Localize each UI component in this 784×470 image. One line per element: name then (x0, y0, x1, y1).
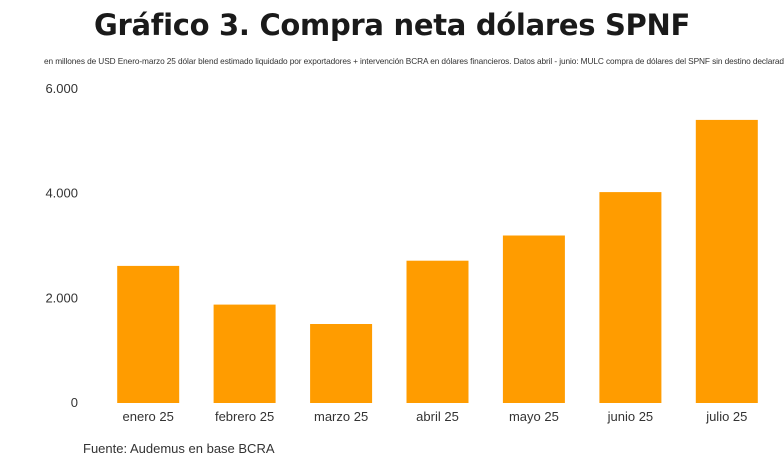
bar-enero-25 (117, 265, 180, 403)
y-tick-label: 6.000 (45, 81, 78, 96)
x-tick-label: julio 25 (705, 409, 747, 424)
bar-marzo-25 (310, 324, 373, 403)
chart-title: Gráfico 3. Compra neta dólares SPNF (94, 8, 690, 42)
y-tick-label: 0 (71, 395, 78, 410)
bar-febrero-25 (213, 304, 276, 403)
x-tick-label: enero 25 (123, 409, 174, 424)
x-tick-label: abril 25 (416, 409, 459, 424)
chart-subtitle: en millones de USD Enero-marzo 25 dólar … (44, 56, 784, 66)
y-tick-label: 4.000 (45, 186, 78, 201)
bar-julio-25 (695, 119, 758, 404)
x-tick-label: marzo 25 (314, 409, 368, 424)
y-tick-label: 2.000 (45, 290, 78, 305)
x-axis: enero 25 febrero 25 marzo 25 abril 25 mayo 2… (123, 409, 748, 424)
bars-group (117, 119, 758, 404)
x-tick-label: febrero 25 (215, 409, 274, 424)
bar-junio-25 (599, 192, 662, 403)
y-axis: 0 2.000 4.000 6.000 (45, 81, 78, 410)
x-tick-label: mayo 25 (509, 409, 559, 424)
x-tick-label: junio 25 (607, 409, 654, 424)
bar-mayo-25 (502, 235, 565, 403)
source-note: Fuente: Audemus en base BCRA (83, 441, 275, 456)
bar-abril-25 (406, 260, 469, 403)
